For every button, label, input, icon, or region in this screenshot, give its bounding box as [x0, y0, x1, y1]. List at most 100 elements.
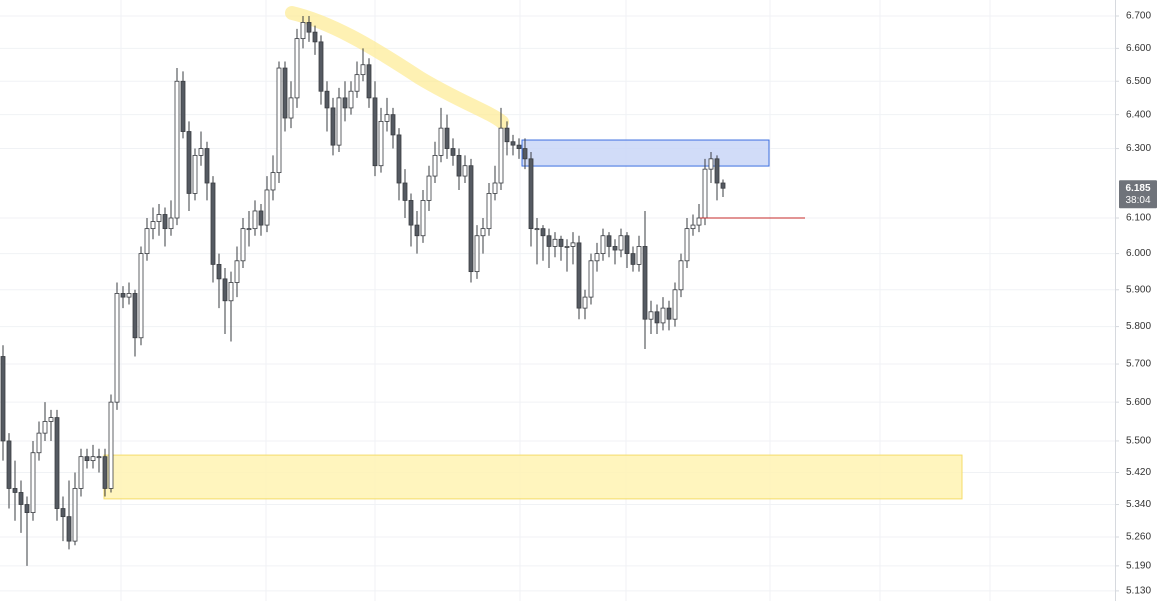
candle-body — [636, 246, 642, 265]
candle-body — [78, 456, 84, 489]
y-tick-label: 6.000 — [1126, 248, 1151, 259]
candle-body — [336, 97, 342, 146]
candle-body — [480, 228, 486, 237]
candle-body — [594, 253, 600, 262]
candle-body — [102, 456, 108, 489]
candle-body — [444, 127, 450, 149]
candle-body — [144, 228, 150, 255]
candle-body — [48, 417, 54, 422]
candle-body — [108, 401, 114, 489]
candle-body — [90, 456, 96, 462]
candle-body — [24, 504, 30, 513]
candle-body — [678, 260, 684, 291]
candle-body — [156, 214, 162, 222]
candle-body — [150, 221, 156, 230]
candle-body — [390, 114, 396, 136]
candle-body — [60, 508, 66, 518]
candle-body — [342, 97, 348, 109]
candle-body — [288, 97, 294, 119]
candle-body — [300, 22, 306, 40]
candle-body — [126, 293, 132, 298]
candle-body — [270, 172, 276, 191]
candle-body — [192, 154, 198, 194]
candle-body — [96, 456, 102, 459]
candle-body — [528, 158, 534, 230]
candle-body — [282, 67, 288, 119]
candles — [0, 16, 726, 566]
candle-body — [186, 131, 192, 194]
candle-body — [474, 235, 480, 273]
candle-body — [246, 228, 252, 231]
candle-body — [498, 127, 504, 184]
candle-body — [408, 200, 414, 226]
last-price-label: 6.185 38:04 — [1119, 180, 1157, 209]
candle-body — [210, 182, 216, 265]
y-tick-label: 5.800 — [1126, 321, 1151, 332]
candle-body — [618, 235, 624, 251]
candle-body — [366, 64, 372, 99]
candle-body — [396, 134, 402, 184]
candle-body — [462, 165, 468, 177]
y-tick-label: 6.400 — [1126, 109, 1151, 120]
y-tick-label: 5.260 — [1126, 532, 1151, 543]
candle-body — [120, 293, 126, 298]
y-tick-label: 5.900 — [1126, 284, 1151, 295]
candle-body — [642, 246, 648, 320]
candle-body — [630, 253, 636, 265]
countdown: 38:04 — [1125, 195, 1150, 206]
candle-body — [534, 228, 540, 231]
candle-body — [660, 307, 666, 324]
candle-body — [258, 210, 264, 226]
candle-body — [438, 127, 444, 156]
candle-body — [552, 238, 558, 247]
vertical-grid — [120, 0, 991, 601]
candle-body — [714, 158, 720, 184]
candle-body — [540, 228, 546, 237]
candle-body — [240, 228, 246, 262]
candle-body — [702, 168, 708, 219]
candle-body — [264, 189, 270, 226]
horizontal-grid — [0, 15, 1115, 592]
candle-body — [420, 200, 426, 237]
candle-body — [18, 492, 24, 505]
candle-body — [708, 158, 714, 170]
candle-body — [252, 210, 258, 230]
candle-body — [36, 432, 42, 454]
candle-body — [372, 97, 378, 167]
candle-body — [378, 120, 384, 167]
candle-body — [138, 253, 144, 339]
candle-body — [654, 311, 660, 324]
y-tick-label: 6.600 — [1126, 43, 1151, 54]
candle-body — [72, 488, 78, 542]
candle-body — [360, 64, 366, 76]
candle-body — [432, 154, 438, 177]
candle-body — [588, 260, 594, 298]
candle-body — [612, 246, 618, 251]
candle-body — [306, 22, 312, 33]
y-tick-label: 6.300 — [1126, 143, 1151, 154]
candle-body — [582, 296, 588, 309]
candle-body — [576, 242, 582, 309]
candle-body — [222, 278, 228, 302]
candle-body — [510, 141, 516, 146]
candle-body — [414, 224, 420, 237]
y-tick-label: 5.600 — [1126, 397, 1151, 408]
candle-body — [516, 144, 522, 149]
candle-body — [426, 175, 432, 201]
y-tick-label: 5.190 — [1126, 561, 1151, 572]
candle-body — [234, 260, 240, 283]
candle-body — [666, 307, 672, 320]
candle-body — [600, 235, 606, 255]
candle-body — [672, 289, 678, 320]
candle-body — [324, 90, 330, 109]
candle-body — [330, 107, 336, 146]
candle-body — [42, 421, 48, 434]
candle-body — [12, 488, 18, 493]
candle-body — [402, 182, 408, 201]
candle-body — [162, 214, 168, 230]
candle-body — [492, 182, 498, 194]
zone — [103, 454, 963, 500]
price-axis-bg — [1115, 0, 1173, 601]
candle-body — [114, 293, 120, 403]
